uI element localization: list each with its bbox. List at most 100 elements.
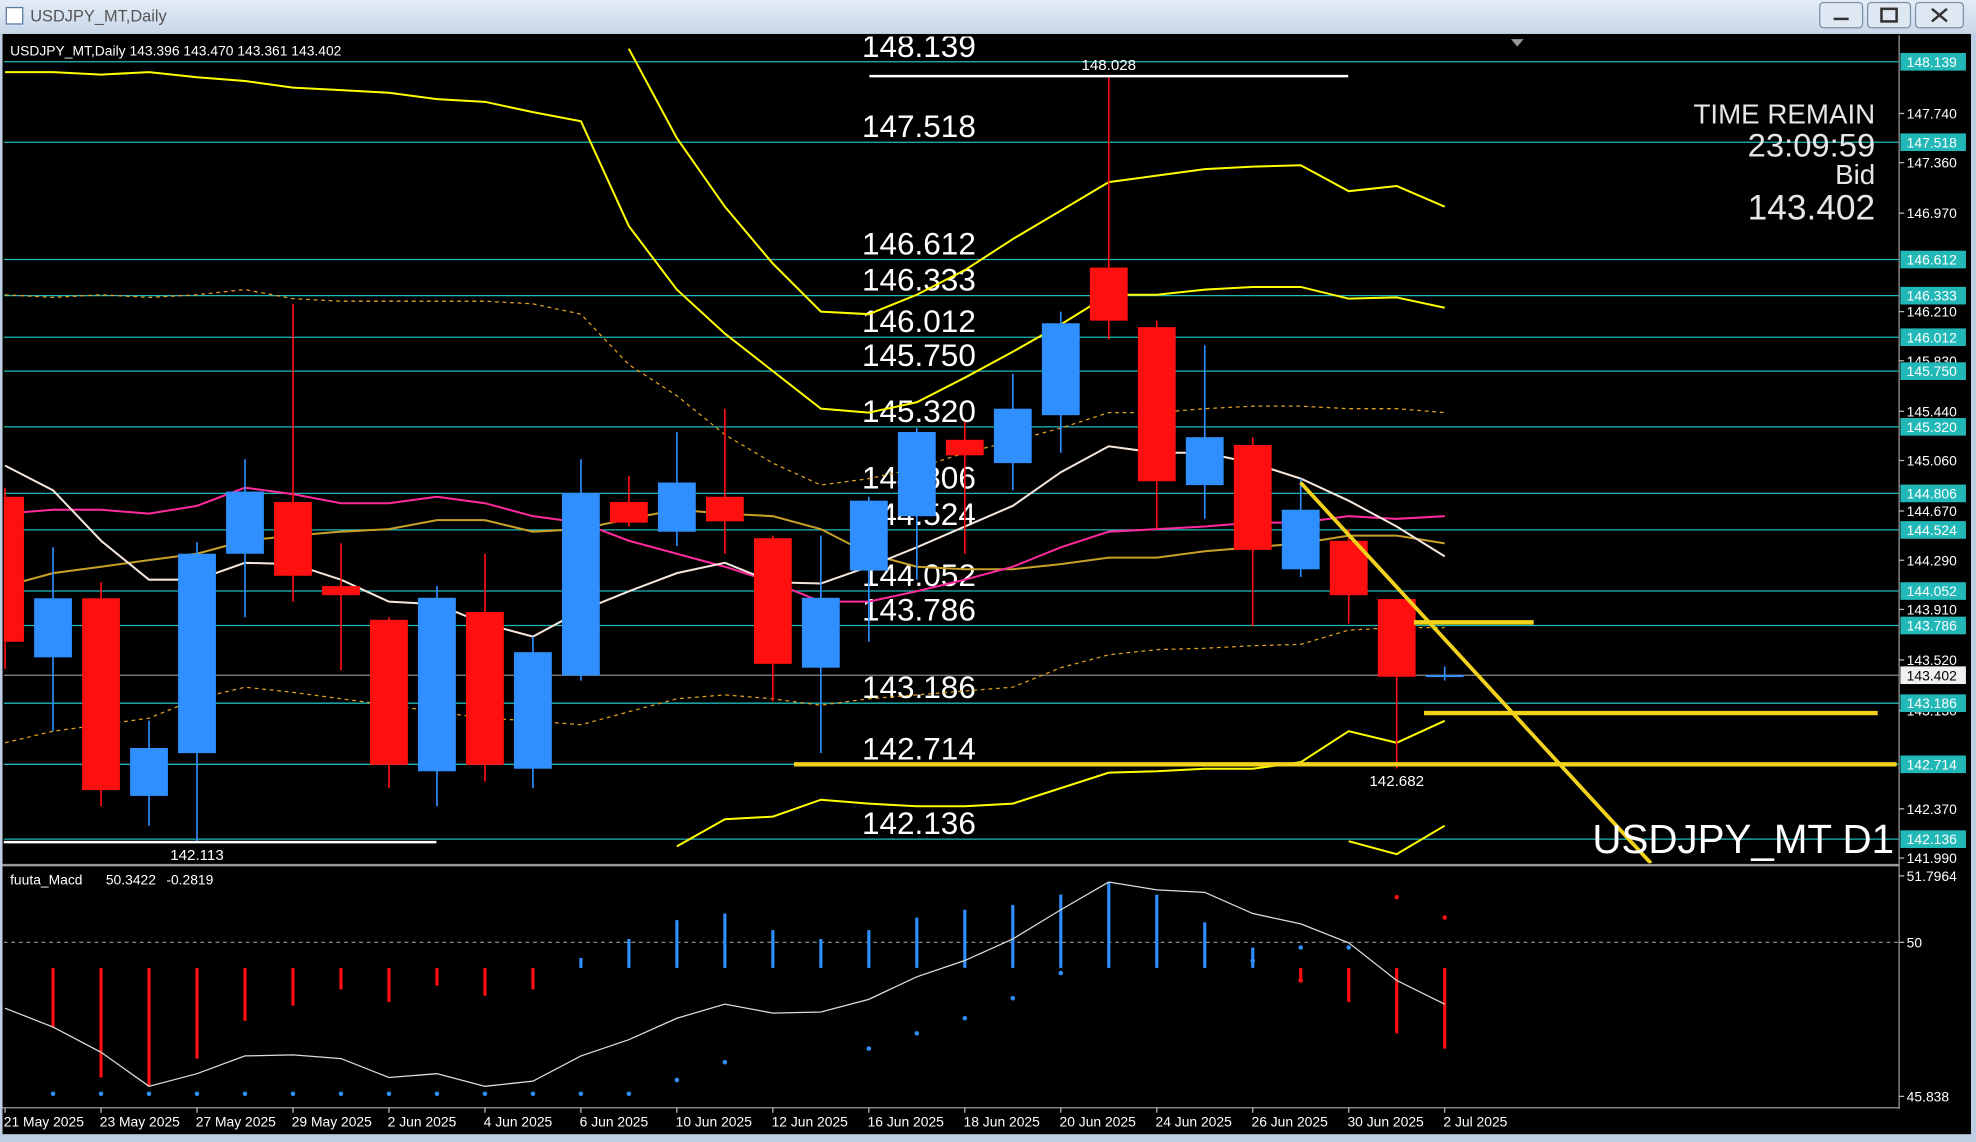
signal-dot [386,1091,392,1096]
chart-header: USDJPY_MT,Daily 143.396 143.470 143.361 … [10,42,342,58]
indicator-line [1348,824,1446,856]
level-price-label: 145.320 [1907,419,1957,435]
signal-dot [1346,945,1351,950]
level-label: 142.714 [862,730,976,766]
x-tick-label: 2 Jul 2025 [1443,1114,1507,1130]
level-price-box [1900,250,1966,269]
indicator-line [676,719,1446,848]
signal-dot [1010,995,1016,1001]
window-controls [1819,1,1965,29]
candle-body [1425,675,1464,678]
chart-area [2,34,1971,1135]
level-label: 146.612 [862,225,976,261]
level-price-label: 143.186 [1907,695,1957,711]
signal-dot [530,1091,536,1096]
signal-dot [914,1031,920,1036]
symbol-watermark: USDJPY_MT D1 [1592,816,1894,862]
close-icon [1931,7,1948,23]
y-tick-label: 142.370 [1907,801,1957,817]
indicator-value: -0.2819 [166,872,213,888]
x-tick-label: 16 Jun 2025 [868,1114,945,1130]
time-remain: 23:09:59 [1748,126,1875,163]
signal-dot [242,1091,248,1096]
bid-price-box [1900,666,1966,685]
level-price-label: 143.786 [1907,618,1957,634]
y-tick-label: 143.910 [1907,601,1957,617]
y-tick-label: 141.990 [1907,850,1957,866]
y-tick-label: 145.060 [1907,453,1957,469]
annotation-label: 142.113 [170,847,223,864]
time-remain-label: TIME REMAIN [1693,99,1875,130]
level-label: 146.012 [862,303,976,339]
signal-dot [50,1091,56,1096]
y-tick-label: 147.740 [1907,106,1957,122]
candle-body [370,619,408,765]
candle-body [801,597,840,668]
signal-dot [146,1091,152,1096]
level-price-box [1900,362,1966,380]
candle-body [1377,599,1416,677]
level-price-box [1900,582,1966,600]
candle-body [945,439,984,456]
x-tick-label: 12 Jun 2025 [772,1114,849,1130]
candle-body [1233,444,1272,550]
annotation-label: 142.682 [1369,773,1424,790]
signal-dot [866,1046,872,1051]
candle-body [1089,267,1128,321]
indicator-line [5,71,1445,414]
signal-dot [1298,945,1304,950]
window-icon [5,6,24,25]
indicator-value: 50.3422 [106,872,156,888]
x-tick-label: 20 Jun 2025 [1060,1114,1137,1130]
candle-body [1281,509,1320,570]
signal-dot [722,1059,728,1065]
signal-dot [1394,894,1399,900]
level-price-label: 144.052 [1907,583,1957,599]
x-tick-label: 27 May 2025 [196,1114,276,1130]
x-tick-label: 4 Jun 2025 [484,1114,553,1130]
level-price-box [1900,755,1966,774]
indicator-y-tick-label: 51.7964 [1907,868,1957,884]
indicator-plot [3,881,1900,1096]
candle-body [226,491,264,554]
level-price-label: 146.333 [1907,288,1957,304]
y-tick-label: 145.440 [1907,403,1957,419]
candle-body [34,598,72,658]
y-tick-label: 147.360 [1907,155,1957,171]
signal-dot [578,1091,584,1096]
title-bar [0,0,1976,33]
candle-body [274,501,312,576]
level-price-box [1900,133,1966,152]
candle-body [562,492,600,676]
level-label: 148.139 [862,28,976,64]
signal-dot [1298,978,1304,983]
level-label: 145.750 [862,337,976,373]
candle-body [1137,327,1176,482]
x-tick-label: 2 Jun 2025 [388,1114,457,1130]
bid-price-label: 143.402 [1907,667,1957,683]
maximize-button[interactable] [1866,1,1912,29]
signal-line [4,881,1445,1087]
signal-dot [1442,915,1447,920]
level-price-label: 146.612 [1907,252,1957,268]
bid-label: Bid [1835,159,1875,190]
indicator-title: fuuta_Macd [10,872,82,888]
signal-dot [194,1091,200,1096]
indicator-y-tick-label: 50 [1907,934,1923,950]
minimize-button[interactable] [1819,1,1864,29]
signal-dot [434,1091,440,1096]
x-tick-label: 30 Jun 2025 [1347,1114,1424,1130]
x-tick-label: 23 May 2025 [100,1114,180,1130]
level-label: 143.786 [862,591,976,627]
level-price-box [1900,616,1966,635]
level-price-box [1900,521,1966,539]
signal-dot [290,1091,296,1096]
y-tick-label: 146.210 [1907,304,1957,320]
level-price-label: 144.524 [1907,522,1957,538]
x-tick-label: 6 Jun 2025 [580,1114,649,1130]
level-price-box [1900,830,1966,848]
indicator-y-tick-label: 45.838 [1907,1088,1950,1104]
candle-body [418,597,456,772]
signal-dot [98,1091,104,1096]
